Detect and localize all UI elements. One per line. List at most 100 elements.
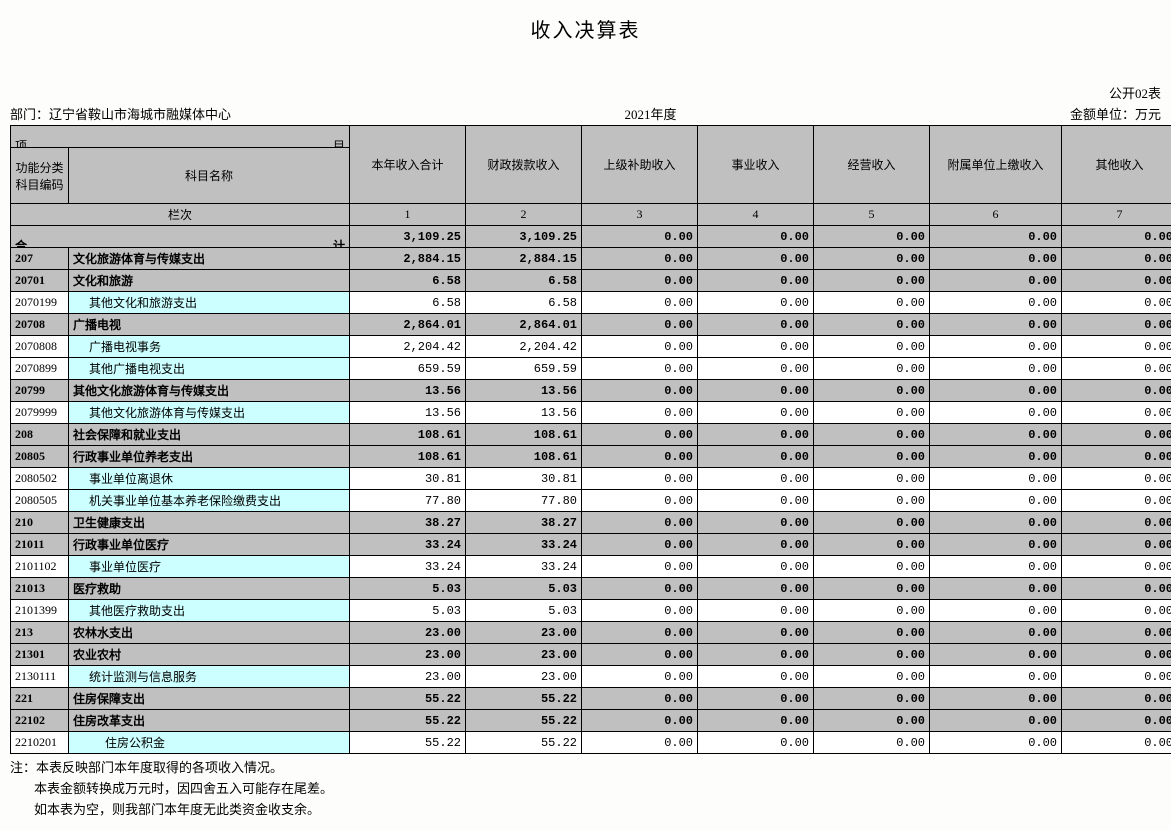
value-cell: 0.00 [814, 622, 930, 644]
name-cell: 统计监测与信息服务 [69, 666, 350, 688]
value-cell: 0.00 [930, 688, 1062, 710]
value-cell: 23.00 [466, 622, 582, 644]
code-cell: 20799 [11, 380, 69, 402]
value-cell: 2,884.15 [350, 248, 466, 270]
code-cell: 2070199 [11, 292, 69, 314]
value-cell: 0.00 [1062, 578, 1171, 600]
total-cell: 0.00 [1062, 226, 1171, 248]
value-cell: 0.00 [814, 534, 930, 556]
value-cell: 0.00 [930, 446, 1062, 468]
hdr-col-2: 财政拨款收入 [466, 126, 582, 204]
report-page: 收入决算表 公开02表 部门：辽宁省鞍山市海城市融媒体中心 2021年度 金额单… [10, 14, 1161, 820]
name-cell: 其他文化和旅游支出 [69, 292, 350, 314]
value-cell: 0.00 [582, 336, 698, 358]
table-row: 207文化旅游体育与传媒支出2,884.152,884.150.000.000.… [11, 248, 1171, 270]
hdr-col-5: 经营收入 [814, 126, 930, 204]
hdr-col-4: 事业收入 [698, 126, 814, 204]
name-cell: 住房保障支出 [69, 688, 350, 710]
name-cell: 其他医疗救助支出 [69, 600, 350, 622]
value-cell: 0.00 [930, 732, 1062, 754]
value-cell: 0.00 [698, 732, 814, 754]
total-cell: 0.00 [814, 226, 930, 248]
value-cell: 30.81 [350, 468, 466, 490]
name-cell: 机关事业单位基本养老保险缴费支出 [69, 490, 350, 512]
table-row: 2130111统计监测与信息服务23.0023.000.000.000.000.… [11, 666, 1171, 688]
value-cell: 0.00 [930, 314, 1062, 336]
code-cell: 21013 [11, 578, 69, 600]
value-cell: 0.00 [930, 336, 1062, 358]
value-cell: 0.00 [930, 490, 1062, 512]
value-cell: 0.00 [1062, 666, 1171, 688]
value-cell: 0.00 [582, 534, 698, 556]
code-cell: 221 [11, 688, 69, 710]
name-cell: 农业农村 [69, 644, 350, 666]
value-cell: 0.00 [698, 270, 814, 292]
value-cell: 0.00 [814, 578, 930, 600]
value-cell: 0.00 [698, 710, 814, 732]
value-cell: 2,204.42 [466, 336, 582, 358]
value-cell: 0.00 [1062, 292, 1171, 314]
table-row: 2079999其他文化旅游体育与传媒支出13.5613.560.000.000.… [11, 402, 1171, 424]
value-cell: 2,884.15 [466, 248, 582, 270]
code-cell: 21301 [11, 644, 69, 666]
value-cell: 0.00 [1062, 644, 1171, 666]
value-cell: 0.00 [582, 292, 698, 314]
value-cell: 0.00 [698, 556, 814, 578]
hdr-col-7: 其他收入 [1062, 126, 1171, 204]
name-cell: 其他广播电视支出 [69, 358, 350, 380]
value-cell: 0.00 [1062, 732, 1171, 754]
report-title: 收入决算表 [10, 14, 1161, 43]
value-cell: 0.00 [814, 490, 930, 512]
table-row: 2101399其他医疗救助支出5.035.030.000.000.000.000… [11, 600, 1171, 622]
value-cell: 0.00 [582, 666, 698, 688]
name-cell: 其他文化旅游体育与传媒支出 [69, 380, 350, 402]
code-cell: 21011 [11, 534, 69, 556]
value-cell: 55.22 [466, 688, 582, 710]
value-cell: 0.00 [1062, 556, 1171, 578]
value-cell: 0.00 [698, 490, 814, 512]
code-cell: 2101399 [11, 600, 69, 622]
value-cell: 0.00 [930, 512, 1062, 534]
value-cell: 0.00 [582, 732, 698, 754]
value-cell: 0.00 [582, 688, 698, 710]
value-cell: 108.61 [350, 424, 466, 446]
table-row: 208社会保障和就业支出108.61108.610.000.000.000.00… [11, 424, 1171, 446]
value-cell: 55.22 [350, 688, 466, 710]
value-cell: 6.58 [350, 292, 466, 314]
value-cell: 0.00 [814, 512, 930, 534]
value-cell: 0.00 [814, 292, 930, 314]
table-row: 22102住房改革支出55.2255.220.000.000.000.000.0… [11, 710, 1171, 732]
code-cell: 2070808 [11, 336, 69, 358]
total-cell: 3,109.25 [466, 226, 582, 248]
value-cell: 33.24 [350, 556, 466, 578]
table-row: 213农林水支出23.0023.000.000.000.000.000.00 [11, 622, 1171, 644]
lanci-5: 5 [814, 204, 930, 226]
value-cell: 2,204.42 [350, 336, 466, 358]
value-cell: 0.00 [930, 622, 1062, 644]
value-cell: 0.00 [814, 710, 930, 732]
table-row: 21011行政事业单位医疗33.2433.240.000.000.000.000… [11, 534, 1171, 556]
value-cell: 23.00 [350, 666, 466, 688]
total-cell: 0.00 [582, 226, 698, 248]
value-cell: 2,864.01 [466, 314, 582, 336]
code-cell: 208 [11, 424, 69, 446]
table-row: 2080505机关事业单位基本养老保险缴费支出77.8077.800.000.0… [11, 490, 1171, 512]
total-cell: 0.00 [930, 226, 1062, 248]
value-cell: 0.00 [1062, 688, 1171, 710]
name-cell: 住房公积金 [69, 732, 350, 754]
value-cell: 0.00 [814, 688, 930, 710]
dept-label: 部门：辽宁省鞍山市海城市融媒体中心 [10, 104, 231, 123]
value-cell: 0.00 [582, 622, 698, 644]
code-cell: 22102 [11, 710, 69, 732]
value-cell: 6.58 [466, 270, 582, 292]
notes: 注：本表反映部门本年度取得的各项收入情况。 本表金额转换成万元时，因四舍五入可能… [10, 758, 1161, 820]
value-cell: 0.00 [582, 578, 698, 600]
name-cell: 文化和旅游 [69, 270, 350, 292]
value-cell: 0.00 [698, 644, 814, 666]
value-cell: 0.00 [1062, 534, 1171, 556]
note-line-2: 本表金额转换成万元时，因四舍五入可能存在尾差。 [34, 779, 1161, 800]
value-cell: 0.00 [930, 534, 1062, 556]
value-cell: 0.00 [698, 424, 814, 446]
value-cell: 0.00 [582, 314, 698, 336]
value-cell: 0.00 [1062, 622, 1171, 644]
